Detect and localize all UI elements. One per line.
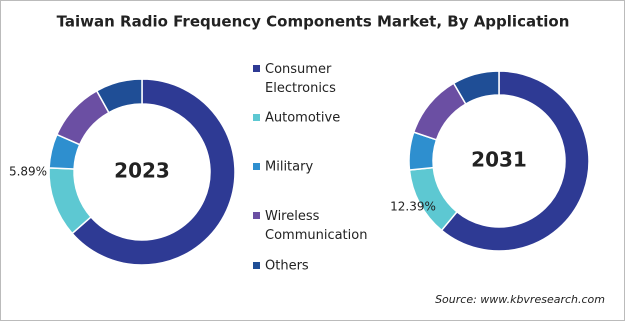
- data-label: 12.39%: [390, 200, 436, 214]
- donut-slice: [440, 70, 590, 252]
- data-label: 5.89%: [9, 165, 47, 179]
- donut-slice: [71, 78, 236, 266]
- donut-slice: [95, 78, 143, 114]
- legend-swatch: [253, 114, 260, 121]
- legend-swatch: [253, 65, 260, 72]
- legend-label: Automotive: [265, 111, 340, 126]
- legend-label: Wireless Communication: [265, 209, 367, 243]
- center-label: 2023: [114, 159, 170, 183]
- center-label: 2031: [471, 148, 527, 172]
- legend-label: Military: [265, 160, 313, 175]
- legend-label: Consumer Electronics: [265, 62, 336, 96]
- donut-slice: [452, 70, 500, 106]
- source: Source: www.kbvresearch.com: [435, 293, 605, 306]
- legend-swatch: [253, 212, 260, 219]
- legend-label: Others: [265, 259, 309, 274]
- legend-swatch: [253, 262, 260, 269]
- chart-title: Taiwan Radio Frequency Components Market…: [57, 13, 570, 31]
- legend-swatch: [253, 163, 260, 170]
